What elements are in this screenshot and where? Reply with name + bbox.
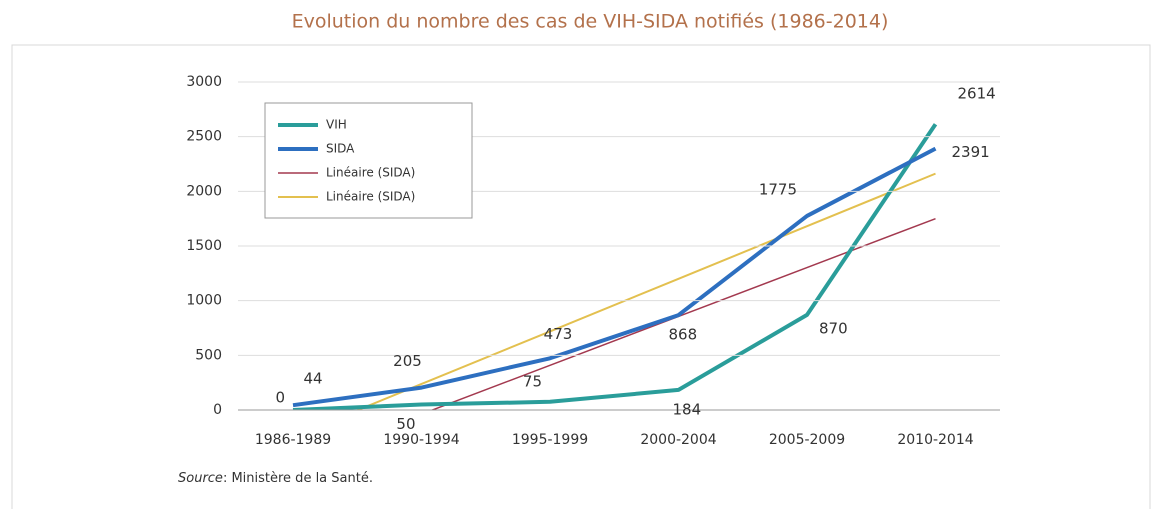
legend-label: VIH [326,118,347,132]
x-tick-label: 2010-2014 [897,432,973,448]
y-tick-label: 500 [195,347,222,363]
data-label: 205 [393,352,422,370]
source: Source: Ministère de la Santé. [178,471,373,486]
legend-label: SIDA [326,142,355,156]
x-tick-label: 2000-2004 [640,432,716,448]
y-tick-label: 0 [213,402,222,418]
series-line [292,123,938,410]
chart-title: Evolution du nombre des cas de VIH-SIDA … [292,11,889,33]
y-tick-label: 3000 [186,74,222,90]
data-label: 0 [275,389,285,407]
x-tick-label: 1986-1989 [255,432,331,448]
data-label: 868 [669,326,698,344]
plot-area [292,123,938,410]
data-label: 75 [523,372,542,390]
series-line [430,217,936,410]
source-text: : Ministère de la Santé. [223,471,373,486]
y-tick-label: 2000 [186,183,222,199]
series-line [292,146,937,408]
x-tick-label: 2005-2009 [769,432,845,448]
data-label: 473 [544,325,573,343]
source-label: Source [178,471,223,486]
x-tick-label: 1995-1999 [512,432,588,448]
data-label: 44 [303,370,322,388]
frame [11,44,1151,513]
y-tick-label: 2500 [186,129,222,145]
data-label: 50 [396,415,415,433]
data-label: 184 [673,400,702,418]
legend-label: Linéaire (SIDA) [326,190,415,204]
data-label: 1775 [759,180,797,198]
y-tick-label: 1500 [186,238,222,254]
series-line [355,172,936,410]
data-label: 2614 [958,85,996,103]
x-tick-label: 1990-1994 [383,432,459,448]
data-label: 870 [819,319,848,337]
legend-label: Linéaire (SIDA) [326,166,415,180]
data-label: 2391 [952,143,990,161]
y-tick-label: 1000 [186,293,222,309]
legend-box [264,102,473,219]
